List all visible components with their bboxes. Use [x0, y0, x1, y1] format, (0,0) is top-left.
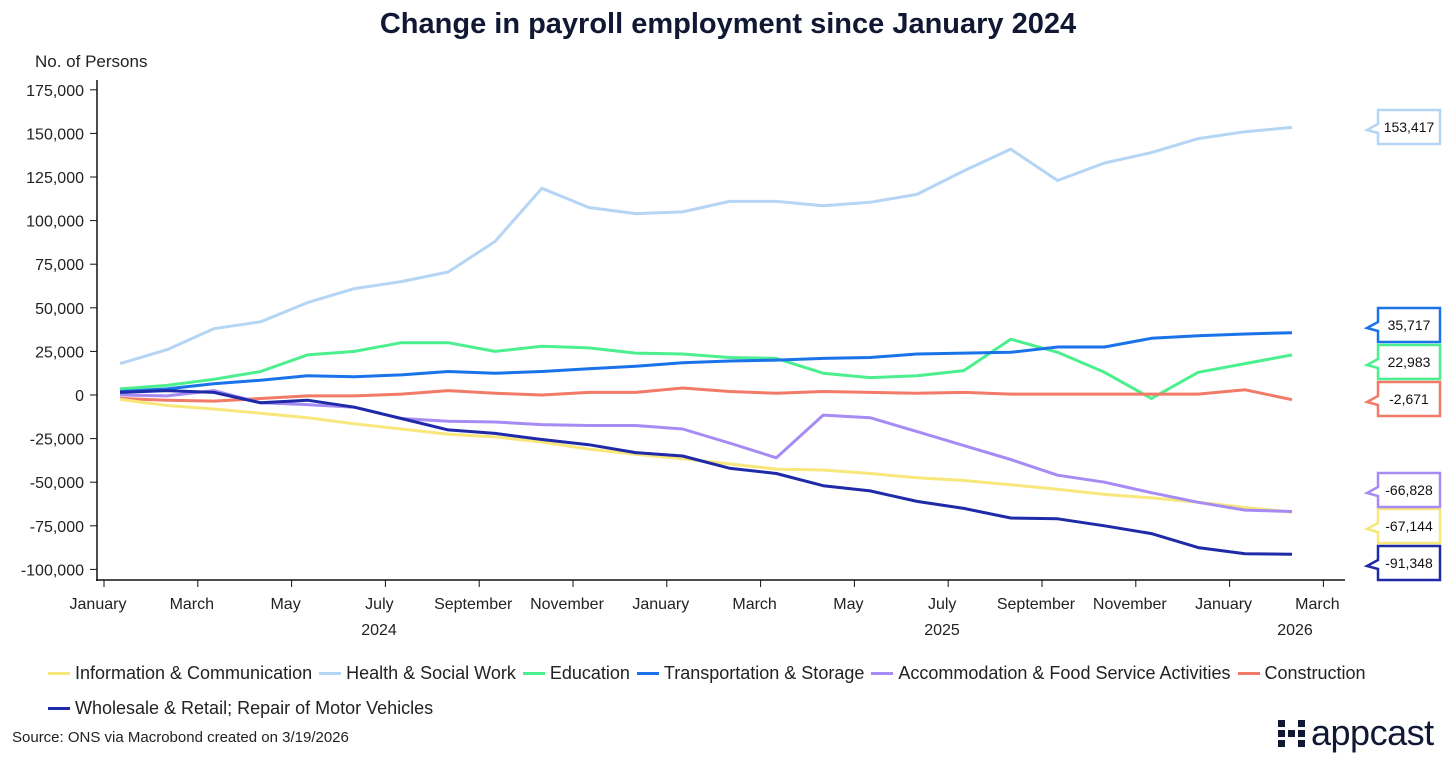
end-value-callout	[1363, 471, 1442, 509]
end-value-callout	[1363, 108, 1442, 146]
legend-label: Transportation & Storage	[663, 663, 865, 683]
x-tick-label: September	[434, 596, 513, 613]
legend-item: Health & Social Work	[319, 658, 516, 689]
source-note: Source: ONS via Macrobond created on 3/1…	[12, 729, 349, 746]
legend-swatch	[871, 672, 894, 675]
legend-item: Education	[522, 658, 630, 689]
x-year-label: 2024	[361, 622, 397, 639]
end-value-label: -2,671	[1389, 391, 1429, 407]
end-value-label: 153,417	[1384, 119, 1435, 135]
legend: Information & Communication Health & Soci…	[48, 654, 1448, 724]
legend-swatch	[1237, 672, 1260, 675]
x-tick-label: November	[530, 596, 604, 613]
legend-swatch	[522, 672, 545, 675]
series-line-construction	[119, 386, 1293, 403]
legend-swatch	[48, 672, 70, 675]
y-tick-label: 0	[75, 388, 84, 405]
x-tick-label: July	[928, 596, 956, 613]
end-value-callout	[1363, 343, 1442, 381]
x-tick-label: May	[833, 596, 863, 613]
x-tick-label: March	[732, 596, 776, 613]
y-tick-label: 75,000	[35, 257, 84, 274]
y-tick-label: -100,000	[21, 562, 84, 579]
logo-text: appcast	[1311, 712, 1434, 753]
y-tick-label: -75,000	[30, 519, 84, 536]
end-value-label: 22,983	[1388, 354, 1431, 370]
legend-swatch	[319, 672, 342, 675]
x-tick-label: January	[70, 596, 127, 613]
legend-item: Accommodation & Food Service Activities	[871, 658, 1231, 689]
legend-label: Wholesale & Retail; Repair of Motor Vehi…	[75, 698, 434, 718]
x-tick-label: November	[1093, 596, 1167, 613]
x-tick-label: September	[997, 596, 1076, 613]
end-value-callout	[1363, 507, 1442, 545]
end-value-callout	[1363, 380, 1442, 418]
y-tick-label: -50,000	[30, 475, 84, 492]
y-axis-label: No. of Persons	[35, 52, 148, 71]
end-value-label: -66,828	[1385, 482, 1433, 498]
legend-item: Wholesale & Retail; Repair of Motor Vehi…	[48, 693, 433, 724]
series-line-transportation-storage	[119, 331, 1293, 393]
y-tick-label: 150,000	[26, 126, 84, 143]
end-value-label: -67,144	[1385, 518, 1433, 534]
y-tick-label: 50,000	[35, 301, 84, 318]
legend-item: Information & Communication	[48, 658, 312, 689]
x-year-label: 2025	[924, 622, 960, 639]
x-tick-label: July	[365, 596, 393, 613]
y-tick-label: 175,000	[26, 83, 84, 100]
series-line-accommodation-food-service-activities	[119, 389, 1293, 513]
appcast-logo: appcast	[1278, 712, 1434, 754]
legend-label: Construction	[1264, 663, 1366, 683]
legend-label: Health & Social Work	[346, 663, 516, 683]
chart-title: Change in payroll employment since Janua…	[379, 8, 1077, 40]
series-line-wholesale-retail-repair-of-motor-vehicles	[119, 389, 1293, 556]
end-value-label: -91,348	[1385, 555, 1433, 571]
legend-swatch	[636, 672, 659, 675]
y-tick-label: 125,000	[26, 170, 84, 187]
y-tick-label: -25,000	[30, 432, 84, 449]
series-line-health-social-work	[119, 125, 1293, 366]
end-value-callout	[1363, 544, 1442, 582]
series-line-information-communication	[119, 397, 1293, 514]
legend-item: Construction	[1237, 658, 1366, 689]
x-tick-label: March	[1295, 596, 1339, 613]
y-tick-label: 100,000	[26, 214, 84, 231]
x-tick-label: March	[170, 596, 214, 613]
x-tick-label: January	[1195, 596, 1252, 613]
legend-item: Transportation & Storage	[636, 658, 865, 689]
y-tick-label: 25,000	[35, 344, 84, 361]
legend-label: Information & Communication	[75, 663, 313, 683]
end-value-label: 35,717	[1388, 317, 1431, 333]
legend-swatch	[48, 707, 70, 710]
end-value-callout	[1363, 306, 1442, 344]
logo-mark-icon	[1278, 719, 1305, 747]
legend-label: Accommodation & Food Service Activities	[898, 663, 1231, 683]
x-tick-label: January	[632, 596, 689, 613]
x-year-label: 2026	[1277, 622, 1313, 639]
series-line-education	[119, 337, 1293, 400]
x-tick-label: May	[270, 596, 300, 613]
legend-label: Education	[549, 663, 630, 683]
